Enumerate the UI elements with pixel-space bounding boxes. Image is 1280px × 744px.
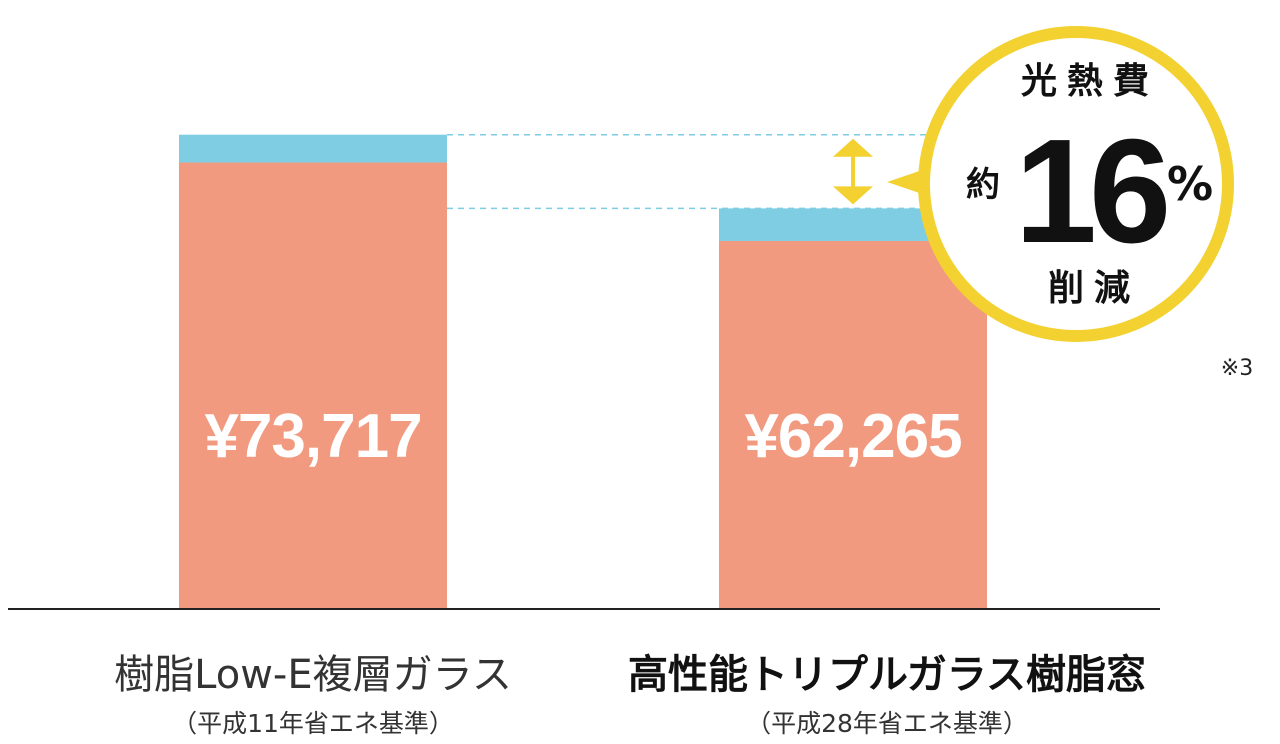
bar-segment-main-2 <box>719 240 987 609</box>
category-sublabel-2: （平成28年省エネ基準） <box>746 709 1028 738</box>
category-labels: 樹脂Low-E複層ガラス （平成11年省エネ基準） 高性能トリプルガラス樹脂窓 （平成… <box>114 652 1146 738</box>
badge-percent-unit: % <box>1167 157 1213 211</box>
bar-value-label-1: ¥73,717 <box>204 402 421 471</box>
bar-value-label-2: ¥62,265 <box>744 402 961 471</box>
footnote-mark: ※3 <box>1221 356 1253 381</box>
category-label-2: 高性能トリプルガラス樹脂窓 <box>628 652 1146 698</box>
bars-group: ¥73,717 ¥62,265 <box>179 134 987 609</box>
category-sublabel-1: （平成11年省エネ基準） <box>172 709 454 738</box>
comparison-guides <box>447 133 940 210</box>
arrow-head-up-icon <box>833 138 873 157</box>
badge-circle <box>918 26 1234 342</box>
category-label-1: 樹脂Low-E複層ガラス <box>114 652 512 698</box>
bar-segment-top-1 <box>179 134 447 163</box>
badge-line1: 光熱費 <box>1021 61 1159 102</box>
badge-line3: 削減 <box>1048 268 1140 309</box>
badge-percent-number: 16 <box>1015 109 1166 274</box>
badge-prefix: 約 <box>966 165 1000 205</box>
arrow-head-down-icon <box>833 186 873 205</box>
bar-segment-main-1 <box>179 162 447 609</box>
